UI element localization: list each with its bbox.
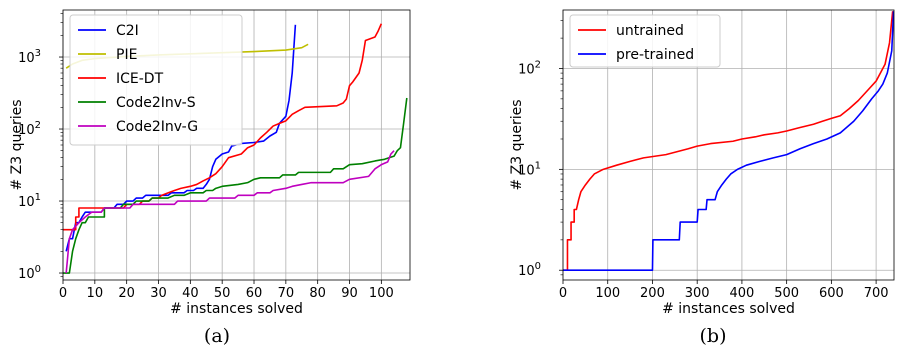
series-line-untrained — [563, 11, 894, 272]
x-tick-label: 100 — [595, 286, 620, 301]
y-tick-label: 100 — [518, 261, 541, 279]
x-tick-label: 0 — [559, 286, 567, 301]
y-tick-base: 10 — [18, 195, 35, 210]
plot-frame — [562, 9, 895, 281]
x-tick-label: 400 — [730, 286, 755, 301]
x-tick-label: 90 — [341, 286, 358, 301]
y-axis-label: # Z3 queries — [9, 99, 25, 190]
legend: untrained pre-trained — [569, 14, 721, 68]
x-tick-label: 0 — [59, 286, 67, 301]
x-tick-label: 500 — [774, 286, 799, 301]
x-tick-label: 50 — [214, 286, 231, 301]
x-axis-label: # instances solved — [662, 301, 795, 317]
legend: C2I PIE ICE-DT Code2Inv-S Code2Inv-G — [69, 14, 243, 146]
legend-label: untrained — [616, 23, 684, 39]
x-tick-label: 30 — [150, 286, 167, 301]
y-tick-label: 100 — [18, 264, 41, 282]
y-tick-exponent: 2 — [35, 120, 41, 131]
y-tick-base: 10 — [518, 163, 535, 178]
y-tick-label: 103 — [18, 48, 41, 66]
x-tick-label: 40 — [182, 286, 199, 301]
series-line-code2inv-g — [65, 150, 395, 274]
x-tick-label: 70 — [278, 286, 295, 301]
x-tick-label: 20 — [118, 286, 135, 301]
y-tick-exponent: 1 — [535, 160, 541, 171]
x-tick-label: 700 — [864, 286, 889, 301]
y-axis-label: # Z3 queries — [509, 99, 525, 190]
y-tick-label: 102 — [18, 120, 41, 138]
x-tick-label: 60 — [246, 286, 263, 301]
legend-label: ICE-DT — [116, 71, 164, 87]
x-tick-label: 80 — [309, 286, 326, 301]
legend-label: Code2Inv-G — [116, 119, 198, 135]
x-tick-label: 300 — [685, 286, 710, 301]
y-tick-base: 10 — [518, 264, 535, 279]
legend-label: C2I — [116, 23, 139, 39]
y-tick-exponent: 3 — [35, 48, 41, 59]
x-axis-label: # instances solved — [170, 301, 303, 317]
series-line-pre-trained — [563, 11, 894, 272]
y-tick-base: 10 — [18, 51, 35, 66]
y-tick-base: 10 — [18, 123, 35, 138]
series-line-code2inv-s — [63, 97, 408, 274]
legend-label: pre-trained — [616, 47, 694, 63]
y-tick-label: 101 — [518, 160, 541, 178]
x-tick-label: 200 — [640, 286, 665, 301]
y-tick-base: 10 — [18, 267, 35, 282]
y-tick-label: 102 — [518, 59, 541, 77]
series-line-ice-dt — [63, 23, 383, 231]
y-tick-exponent: 0 — [35, 264, 41, 275]
legend-box — [69, 14, 243, 146]
y-tick-base: 10 — [518, 62, 535, 77]
y-tick-exponent: 0 — [535, 261, 541, 272]
x-tick-label: 10 — [87, 286, 104, 301]
x-tick-label: 600 — [819, 286, 844, 301]
y-tick-exponent: 2 — [535, 59, 541, 70]
y-tick-label: 101 — [18, 192, 41, 210]
series-group — [563, 11, 894, 272]
figure-caption: (b) — [700, 325, 727, 347]
x-tick-label: 100 — [369, 286, 394, 301]
plot-frame — [62, 9, 411, 281]
y-tick-exponent: 1 — [35, 192, 41, 203]
legend-label: Code2Inv-S — [116, 95, 196, 111]
legend-label: PIE — [116, 47, 137, 63]
legend-box — [569, 14, 721, 68]
figure-caption: (a) — [204, 325, 230, 347]
